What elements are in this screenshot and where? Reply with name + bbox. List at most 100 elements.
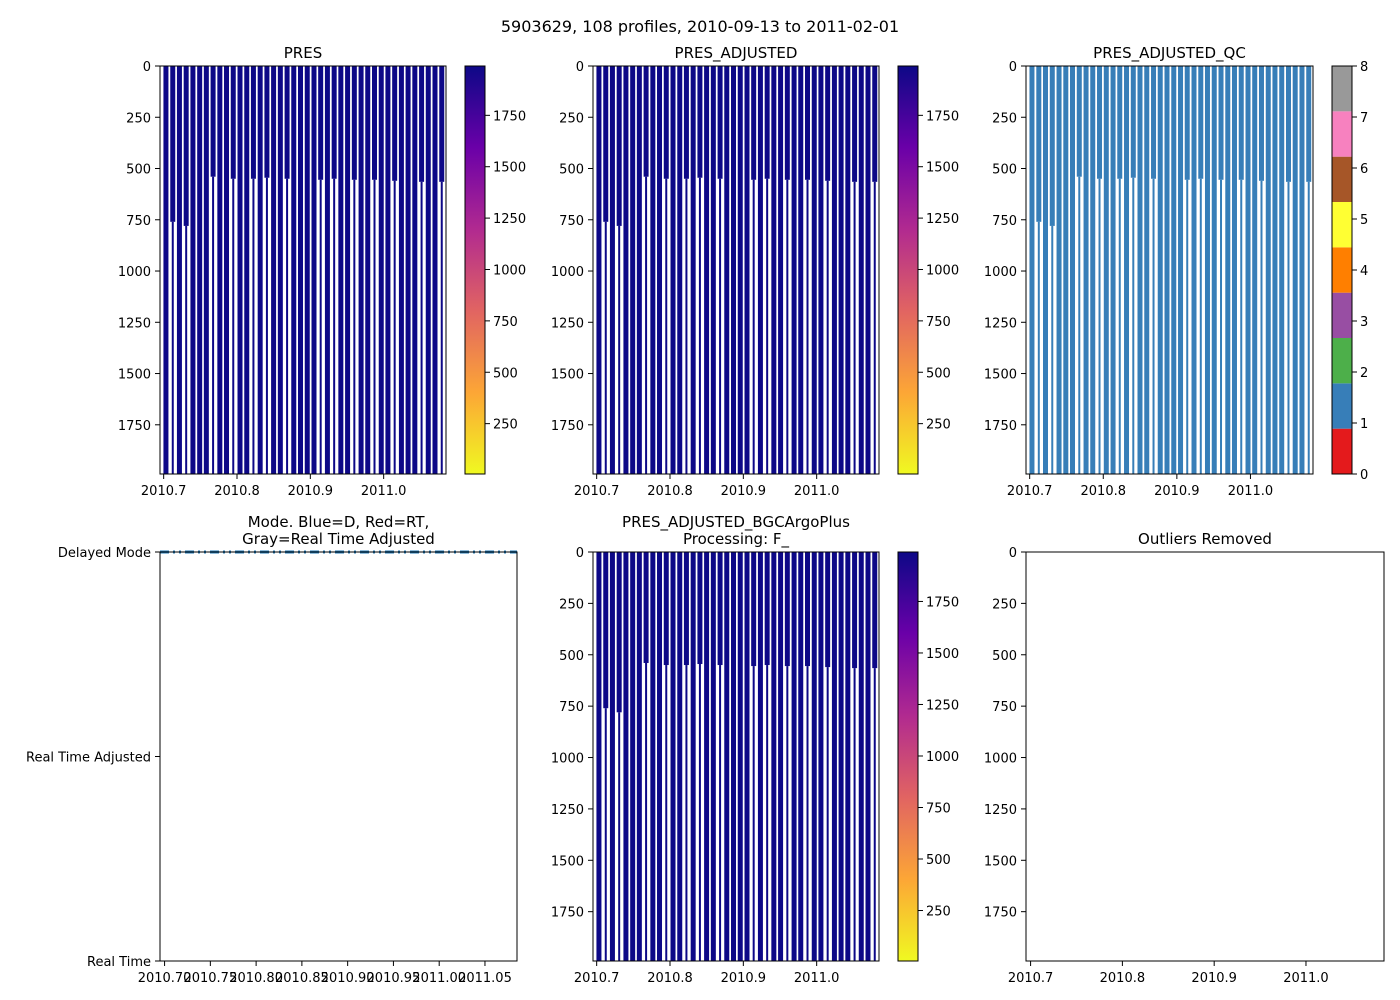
profile-column (1211, 66, 1217, 474)
profile-deep-column (1220, 179, 1223, 474)
profile-column (1198, 66, 1204, 179)
x-tick-label: 2010.8 (1100, 971, 1146, 986)
profile-column (1258, 66, 1264, 181)
profile-column (1070, 66, 1076, 474)
profile-column (670, 66, 676, 474)
x-tick-label: 2010.9 (288, 484, 334, 499)
y-tick-label: 1250 (551, 803, 584, 818)
profile-column (1137, 66, 1143, 474)
y-tick-label: Delayed Mode (58, 546, 151, 561)
profile-deep-column (265, 177, 268, 474)
profile-column (1225, 66, 1231, 474)
profile-column (1076, 66, 1082, 177)
profile-column (697, 552, 703, 665)
colorbar-tick-label: 6 (1360, 162, 1368, 177)
profile-deep-column (645, 176, 648, 474)
profile-column (825, 66, 831, 181)
profile-column (791, 66, 797, 474)
colorbar-tick-label: 1250 (493, 212, 526, 227)
y-tick-label: 1750 (984, 419, 1017, 434)
profile-column (237, 66, 243, 474)
profile-column (751, 552, 757, 667)
profile-column (865, 66, 871, 474)
profile-deep-column (232, 178, 235, 474)
profile-column (1130, 66, 1136, 178)
profile-column (197, 66, 203, 474)
x-tick-label: 2010.80 (229, 971, 283, 986)
profile-column (398, 66, 404, 474)
profile-deep-column (393, 180, 396, 474)
profile-deep-column (766, 665, 769, 961)
colorbar-segment (1332, 428, 1352, 474)
profile-column (636, 552, 642, 961)
profile-column (737, 552, 743, 961)
y-tick-label: 250 (992, 597, 1017, 612)
profile-column (798, 66, 804, 474)
colorbar-tick-label: 8 (1360, 60, 1368, 75)
x-tick-label: 2010.7 (574, 971, 620, 986)
profile-column (1049, 66, 1055, 226)
axes-frame (592, 551, 880, 962)
colorbar-frame (897, 65, 919, 475)
x-tick-label: 2010.8 (647, 484, 693, 499)
profile-column (358, 66, 364, 474)
profile-column (731, 552, 737, 961)
profile-column (623, 552, 629, 961)
profile-column (1090, 66, 1096, 474)
profile-deep-column (353, 179, 356, 474)
profile-column (663, 66, 669, 179)
chart-title: Outliers Removed (1138, 530, 1272, 548)
colorbar-tick-label: 1000 (926, 263, 959, 278)
colorbar-tick-label: 1500 (926, 647, 959, 662)
profile-deep-column (766, 178, 769, 474)
profile-deep-column (185, 225, 188, 474)
y-tick-label: 1250 (984, 316, 1017, 331)
y-tick-label: 750 (992, 214, 1017, 229)
profile-column (737, 66, 743, 474)
profile-column (1285, 66, 1291, 182)
profile-column (1124, 66, 1130, 474)
colorbar-frame (897, 551, 919, 962)
profile-column (264, 66, 270, 178)
y-tick-label: 1000 (984, 265, 1017, 280)
chart-title: PRES_ADJUSTED (675, 44, 798, 63)
profile-column (818, 552, 824, 961)
profile-deep-column (698, 664, 701, 961)
profile-column (805, 66, 810, 180)
profile-column (771, 552, 777, 961)
profile-column (176, 66, 182, 474)
profile-deep-column (1037, 221, 1040, 474)
profile-column (170, 66, 176, 222)
profile-column (771, 66, 777, 474)
profile-column (858, 552, 864, 961)
profile-column (1191, 66, 1197, 474)
x-tick-label: 2011.00 (412, 971, 466, 986)
profile-deep-column (853, 668, 856, 961)
profile-column (838, 66, 844, 474)
profile-deep-column (420, 181, 423, 474)
colorbar-segment (1332, 383, 1352, 429)
profile-column (845, 552, 851, 961)
profile-column (1103, 66, 1109, 474)
colorbar-tick-label: 500 (926, 853, 951, 868)
profile-column (291, 66, 297, 474)
colorbar-segment (1332, 66, 1352, 112)
axes-frame (159, 551, 518, 962)
profile-column (858, 66, 864, 474)
profile-column (183, 66, 189, 226)
y-tick-label: 1250 (551, 316, 584, 331)
y-tick-label: 1750 (118, 419, 151, 434)
profile-deep-column (1152, 178, 1155, 474)
profile-column (643, 66, 649, 177)
colorbar-tick-label: 1250 (926, 212, 959, 227)
profile-deep-column (826, 667, 829, 961)
profile-column (298, 66, 304, 474)
profile-column (1029, 66, 1035, 474)
x-tick-label: 2010.70 (138, 971, 192, 986)
y-tick-label: Real Time Adjusted (26, 751, 151, 766)
profile-column (757, 66, 763, 474)
profile-column (616, 552, 622, 713)
colorbar-tick-label: 1500 (926, 161, 959, 176)
profile-deep-column (604, 708, 607, 961)
profile-column (351, 66, 357, 180)
